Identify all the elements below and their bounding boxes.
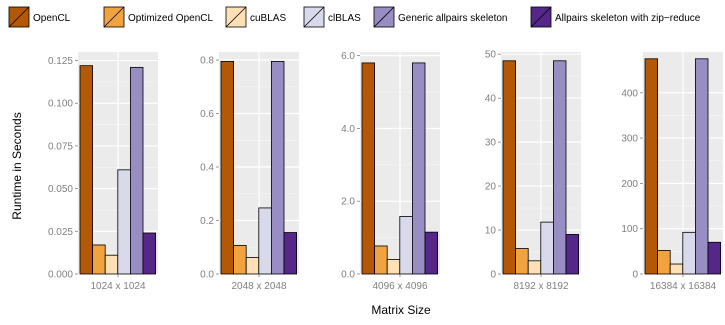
bar-generic-allpairs-skeleton — [129, 66, 144, 275]
legend-swatch-slash — [373, 6, 395, 28]
bar-generic-allpairs-skeleton — [270, 60, 285, 275]
y-tick-label: 6.0 — [341, 51, 355, 62]
y-tick-label: 0.100 — [48, 99, 73, 110]
bar-clblas — [682, 231, 696, 275]
y-tick-label: 40 — [485, 94, 497, 105]
legend-label: Optimized OpenCL — [128, 13, 213, 24]
y-tick-label: 0 — [632, 270, 638, 281]
bar-opencl — [361, 62, 376, 275]
x-tick-label: 8192 x 8192 — [513, 281, 568, 292]
x-tick-label: 2048 x 2048 — [231, 281, 286, 292]
panel: 0.000 0.025 0.050 0.075 0.100 0.125 1024 x 102… — [48, 52, 158, 292]
y-tick-label: 0 — [490, 270, 496, 281]
panel: 0.0 2.0 4.0 6.0 4096 x 4096 — [341, 51, 440, 292]
bar-allpairs-skeleton-with-zip-reduce — [283, 232, 298, 275]
bar-cublas — [527, 260, 542, 275]
x-axis-title: Matrix Size — [371, 303, 431, 317]
bar-clblas — [258, 207, 272, 275]
legend-label: Generic allpairs skeleton — [398, 13, 508, 24]
legend-item: cuBLAS — [225, 6, 286, 28]
y-tick-label: 0.8 — [200, 56, 214, 67]
legend-label: cuBLAS — [250, 13, 286, 24]
y-tick-label: 0.125 — [48, 56, 73, 67]
bar-optimized-opencl — [374, 245, 388, 275]
legend: OpenCL Optimized OpenCL cuBLAS clBLAS Generi… — [8, 6, 701, 28]
bar-cublas — [245, 257, 260, 275]
bar-allpairs-skeleton-with-zip-reduce — [707, 241, 722, 275]
panel: 0 100 200 300 400 16384 x 16384 — [621, 52, 723, 292]
y-axis-title: Runtime in Seconds — [10, 112, 24, 219]
bar-clblas — [117, 169, 131, 275]
y-tick-label: 200 — [621, 179, 638, 190]
bar-cublas — [669, 263, 684, 275]
y-tick-label: 0.025 — [48, 227, 73, 238]
y-tick-label: 0.0 — [341, 270, 355, 281]
bar-optimized-opencl — [515, 248, 529, 275]
y-tick-label: 0.000 — [48, 270, 73, 281]
bar-opencl — [502, 60, 517, 275]
legend-swatch-slash — [303, 6, 325, 28]
bar-optimized-opencl — [657, 250, 671, 275]
y-tick-label: 4.0 — [341, 124, 355, 135]
legend-swatch-slash — [225, 6, 247, 28]
legend-label: Allpairs skeleton with zip−reduce — [555, 13, 701, 24]
bar-cublas — [386, 259, 401, 275]
bar-generic-allpairs-skeleton — [411, 62, 426, 275]
bar-opencl — [79, 65, 94, 275]
bar-allpairs-skeleton-with-zip-reduce — [142, 232, 157, 275]
bar-cublas — [104, 254, 119, 275]
y-tick-label: 2.0 — [341, 197, 355, 208]
legend-item: Optimized OpenCL — [103, 6, 213, 28]
legend-swatch-slash — [103, 6, 125, 28]
y-tick-label: 300 — [621, 134, 638, 145]
legend-swatch-slash — [530, 6, 552, 28]
legend-item: Allpairs skeleton with zip−reduce — [530, 6, 701, 28]
bar-optimized-opencl — [233, 244, 247, 275]
panel: 0.0 0.2 0.4 0.6 0.8 2048 x 2048 — [200, 52, 299, 292]
x-tick-label: 16384 x 16384 — [650, 281, 717, 292]
x-tick-label: 4096 x 4096 — [372, 281, 427, 292]
legend-label: OpenCL — [33, 13, 71, 24]
y-tick-label: 30 — [485, 138, 497, 149]
bar-clblas — [540, 221, 554, 275]
bar-generic-allpairs-skeleton — [553, 60, 567, 275]
y-tick-label: 10 — [485, 226, 497, 237]
legend-swatch-slash — [8, 6, 30, 28]
y-tick-label: 0.0 — [200, 270, 214, 281]
bar-opencl — [220, 60, 235, 275]
bar-clblas — [399, 216, 413, 275]
bar-allpairs-skeleton-with-zip-reduce — [565, 234, 580, 275]
y-tick-label: 100 — [621, 224, 638, 235]
bar-allpairs-skeleton-with-zip-reduce — [424, 231, 439, 275]
panel: 0 10 20 30 40 50 8192 x 8192 — [485, 50, 581, 292]
bar-optimized-opencl — [92, 244, 106, 275]
legend-label: clBLAS — [328, 13, 361, 24]
y-tick-label: 20 — [485, 182, 497, 193]
y-tick-label: 0.2 — [200, 216, 214, 227]
bar-generic-allpairs-skeleton — [695, 58, 709, 275]
legend-item: Generic allpairs skeleton — [373, 6, 508, 28]
y-tick-label: 50 — [485, 50, 497, 61]
legend-item: OpenCL — [8, 6, 71, 28]
y-tick-label: 0.050 — [48, 184, 73, 195]
x-tick-label: 1024 x 1024 — [90, 281, 145, 292]
y-tick-label: 0.6 — [200, 109, 214, 120]
legend-item: clBLAS — [303, 6, 361, 28]
bar-opencl — [644, 58, 659, 275]
y-tick-label: 0.4 — [200, 163, 214, 174]
y-tick-label: 400 — [621, 88, 638, 99]
y-tick-label: 0.075 — [48, 141, 73, 152]
